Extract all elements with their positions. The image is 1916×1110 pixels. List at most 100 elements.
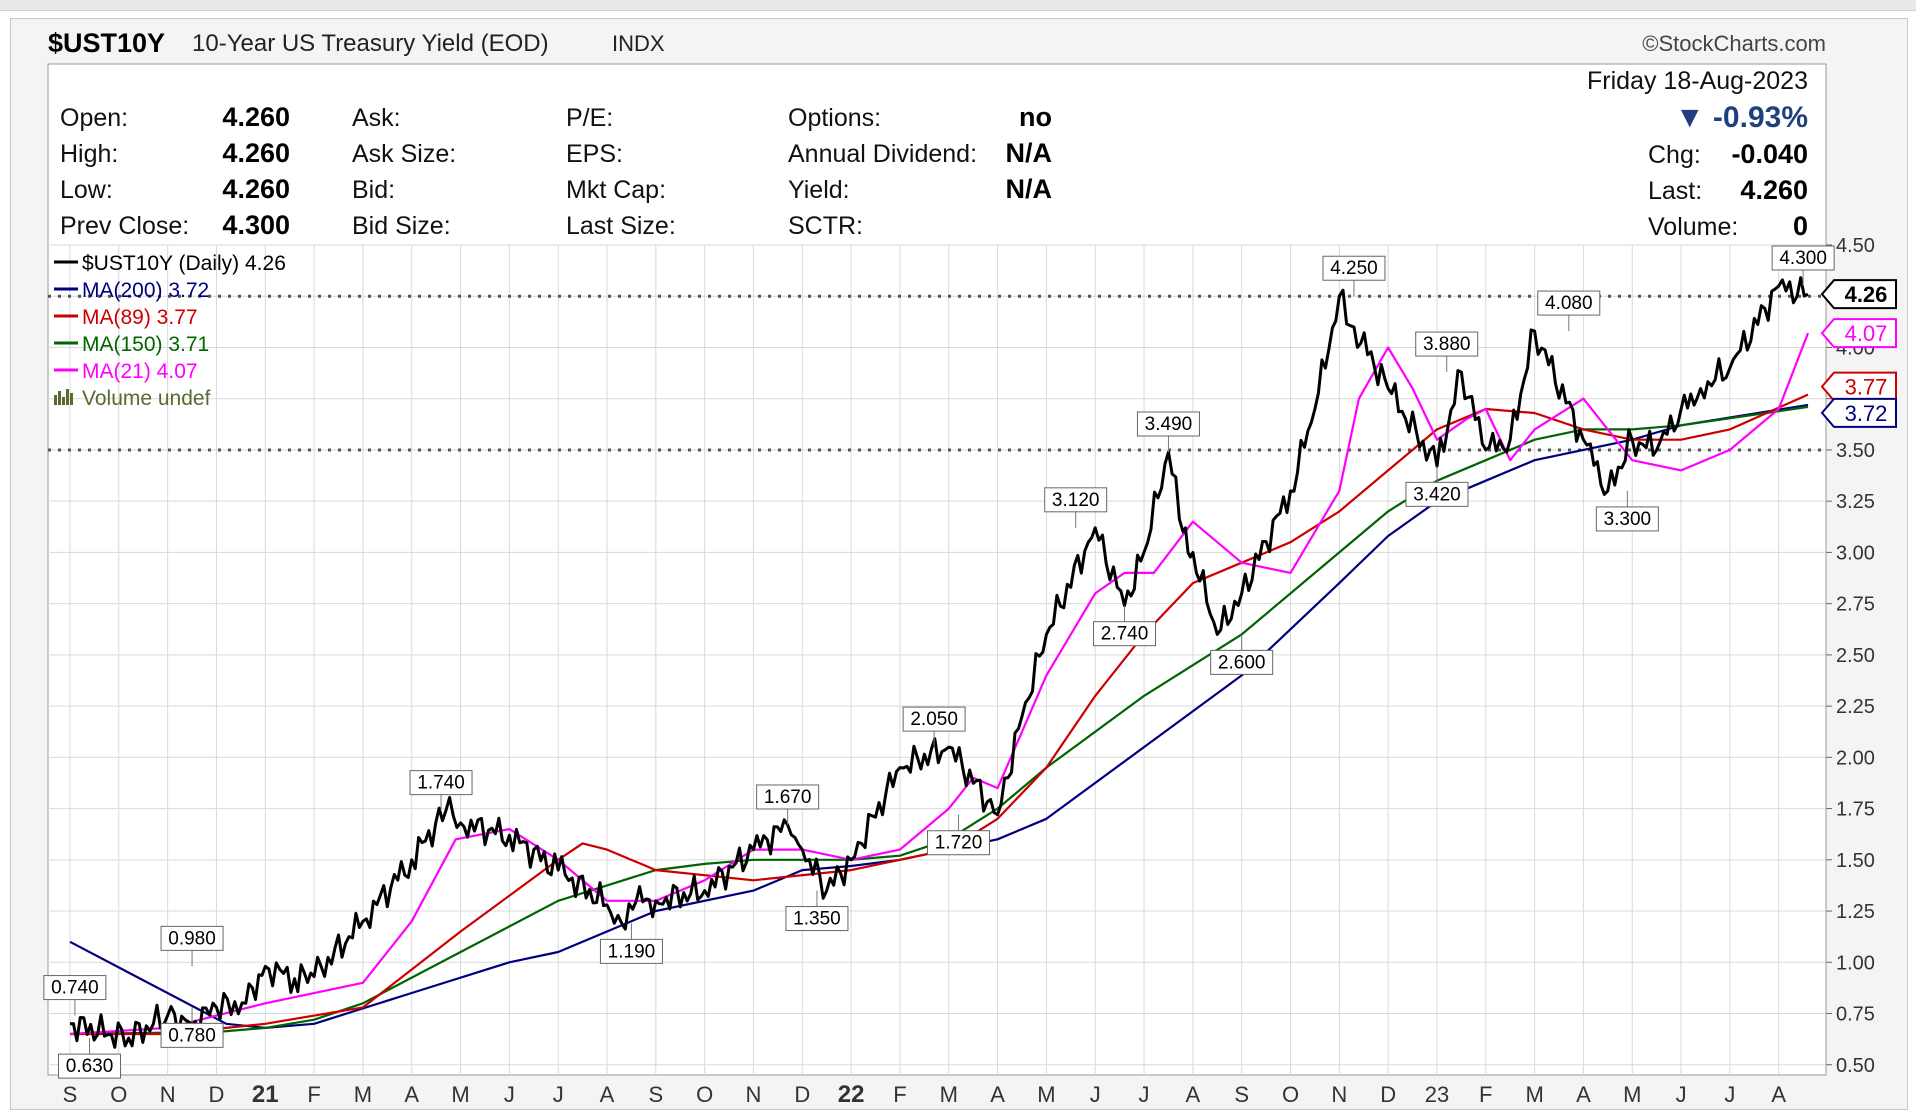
- annotation-label: 2.600: [1218, 652, 1266, 673]
- stat-label: Bid:: [352, 176, 395, 204]
- x-tick-label: M: [1623, 1082, 1641, 1107]
- y-tick-label: 2.00: [1836, 747, 1875, 769]
- stat-label: P/E:: [566, 104, 613, 132]
- annotation-label: 4.080: [1545, 293, 1593, 314]
- stat-value: no: [1019, 102, 1052, 132]
- right-value-labels: 4.26 4.07 3.773.72: [1820, 279, 1897, 428]
- stat-label: Low:: [60, 176, 113, 204]
- stat-label: Options:: [788, 104, 881, 132]
- quote-last-value: 4.260: [1740, 175, 1808, 205]
- legend-entry: MA(89) 3.77: [82, 306, 198, 329]
- annotation-box: [756, 784, 820, 810]
- annotation-label: 3.490: [1145, 414, 1193, 435]
- annotation-label: 3.880: [1423, 334, 1471, 355]
- quote-volume-label: Volume:: [1648, 213, 1738, 241]
- y-tick-label: 1.25: [1836, 901, 1875, 923]
- x-tick-label: M: [1037, 1082, 1055, 1107]
- quote-chg-label: Chg:: [1648, 141, 1701, 169]
- annotation-label: 1.350: [793, 909, 841, 930]
- x-tick-label: N: [1331, 1082, 1347, 1107]
- x-tick-label: O: [110, 1082, 127, 1107]
- quote-volume-value: 0: [1793, 211, 1808, 241]
- legend-entry: $UST10Y (Daily) 4.26: [82, 252, 286, 275]
- y-tick-label: 2.50: [1836, 645, 1875, 667]
- series-line-ma-21-: [69, 332, 1810, 1036]
- x-tick-label: S: [648, 1082, 663, 1107]
- annotation-box: [927, 830, 991, 856]
- series-line-ma-150-: [69, 405, 1809, 1036]
- legend-volume-bar: [66, 389, 69, 405]
- annotation-box: [160, 1022, 224, 1048]
- legend: $UST10Y (Daily) 4.26 MA(200) 3.72 MA(89) 3…: [54, 252, 286, 410]
- annotation-label: 0.740: [51, 978, 99, 999]
- y-tick-label: 1.50: [1836, 850, 1875, 872]
- annotation-label: 1.720: [935, 833, 983, 854]
- stat-label: Prev Close:: [60, 212, 189, 240]
- legend-entry: MA(150) 3.71: [82, 333, 209, 356]
- annotation-box: [599, 938, 663, 964]
- annotation-label: 2.050: [910, 709, 958, 730]
- annotation-label: 3.300: [1604, 509, 1652, 530]
- legend-volume-bar: [70, 393, 73, 405]
- stat-label: Annual Dividend:: [788, 140, 977, 168]
- x-tick-label: M: [354, 1082, 372, 1107]
- annotation-box: [1322, 255, 1386, 281]
- y-tick-label: 3.50: [1836, 440, 1875, 462]
- stat-label: High:: [60, 140, 118, 168]
- x-tick-label: 23: [1425, 1082, 1449, 1107]
- annotation-box: [160, 925, 224, 951]
- annotation-label: 1.190: [608, 941, 656, 962]
- y-tick-label: 0.75: [1836, 1004, 1875, 1026]
- x-tick-label: M: [451, 1082, 469, 1107]
- annotation-box: [1210, 649, 1274, 675]
- series-line--ust10y-daily-: [69, 276, 1809, 1049]
- plot-area: [47, 244, 1827, 1076]
- annotation-box: [409, 770, 473, 796]
- value-tag-label: 3.77: [1845, 375, 1888, 400]
- x-tick-label: 21: [252, 1081, 279, 1108]
- stat-label: Yield:: [788, 176, 850, 204]
- stat-value: 4.300: [222, 210, 290, 240]
- legend-volume-bar: [54, 395, 57, 405]
- reference-lines: [48, 294, 1826, 452]
- x-axis: S O N D 21 F M A M J J A S O N D 22 F M A M J J A S O N D 23 F M A M J J A: [63, 1081, 1787, 1108]
- chart-exchange: INDX: [612, 31, 665, 56]
- y-tick-label: 0.50: [1836, 1055, 1875, 1077]
- legend-entry: MA(200) 3.72: [82, 279, 209, 302]
- quote-info-box: [47, 63, 1827, 246]
- x-tick-label: A: [990, 1082, 1005, 1107]
- stat-label: Mkt Cap:: [566, 176, 666, 204]
- annotation-label: 4.300: [1779, 248, 1827, 269]
- annotation-box: [1136, 411, 1200, 437]
- y-axis: 0.50 0.75 1.00 1.25 1.50 1.75 2.00 2.25 2.50 2.75…: [1826, 235, 1875, 1077]
- annotation-box: [1537, 290, 1601, 316]
- stat-label: Last Size:: [566, 212, 676, 240]
- annotation-label: 4.250: [1330, 258, 1378, 279]
- annotation-label: 2.740: [1101, 624, 1149, 645]
- stat-label: Ask Size:: [352, 140, 456, 168]
- value-tag: [1820, 397, 1897, 428]
- x-tick-label: A: [1576, 1082, 1591, 1107]
- annotation-label: 1.740: [417, 773, 465, 794]
- annotation-box: [1771, 245, 1835, 271]
- x-tick-label: D: [209, 1082, 225, 1107]
- annotation-label: 0.780: [168, 1025, 216, 1046]
- annotation-box: [1415, 331, 1479, 357]
- stat-label: SCTR:: [788, 212, 863, 240]
- quote-change-percent: ▼ -0.93%: [1675, 101, 1808, 134]
- y-tick-label: 1.75: [1836, 799, 1875, 821]
- peak-trough-labels: 0.740 0.630 0.980 0.780 1.740 1.190 1.670 1.350…: [43, 245, 1835, 1079]
- x-tick-label: N: [746, 1082, 762, 1107]
- stat-value: 4.260: [222, 138, 290, 168]
- quote-last-label: Last:: [1648, 177, 1702, 205]
- stat-value: N/A: [1006, 174, 1053, 204]
- value-tag: [1820, 318, 1897, 349]
- value-tag: [1820, 371, 1897, 402]
- annotation-label: 0.980: [168, 928, 216, 949]
- annotation-box: [1405, 481, 1469, 507]
- x-tick-label: F: [307, 1082, 320, 1107]
- annotation-label: 3.420: [1413, 484, 1461, 505]
- brand-copyright: ©StockCharts.com: [1642, 31, 1826, 56]
